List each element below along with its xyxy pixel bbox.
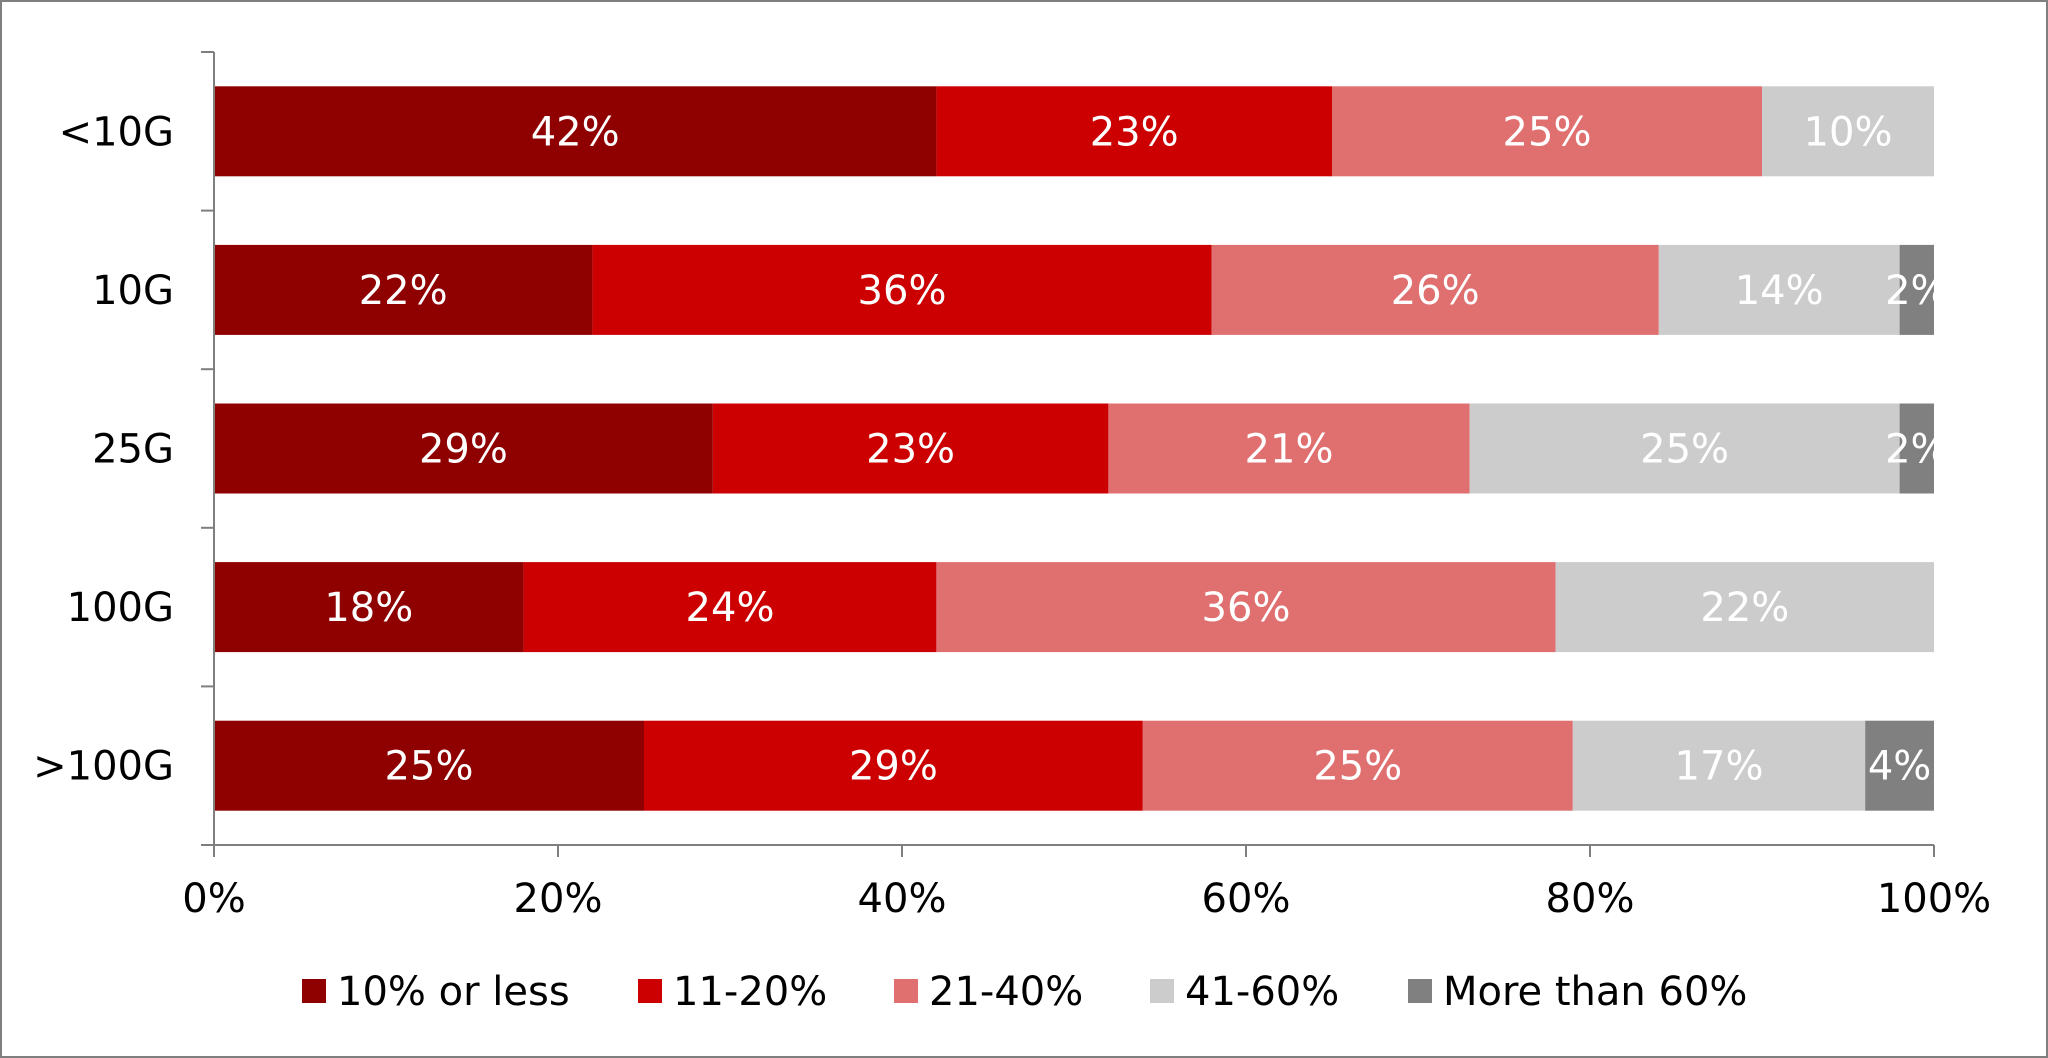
legend: 10% or less 11-20% 21-40% 41-60% More than 6… <box>302 969 1747 1015</box>
data-label-100g-21-40: 36% <box>1202 585 1291 631</box>
data-label-100g-10-or-less: 18% <box>324 585 413 631</box>
category-label-10g: <10G <box>59 109 174 155</box>
legend-swatch-11-20 <box>638 979 662 1003</box>
legend-label-41-60: 41-60% <box>1185 969 1339 1015</box>
data-label-10g-21-40: 26% <box>1391 268 1480 314</box>
data-label-25g-21-40: 21% <box>1245 427 1334 473</box>
legend-item-21-40: 21-40% <box>894 969 1083 1015</box>
data-label-10g-11-20: 36% <box>858 268 947 314</box>
data-label-10g-21-40: 25% <box>1503 109 1592 155</box>
legend-label-21-40: 21-40% <box>929 969 1083 1015</box>
bar-segment-10g-41-60 <box>1658 244 1900 335</box>
data-label-10g-41-60: 10% <box>1804 109 1893 155</box>
legend-swatch-21-40 <box>894 979 918 1003</box>
data-label-25g-11-20: 23% <box>866 427 955 473</box>
data-label-25g-41-60: 25% <box>1640 427 1729 473</box>
data-label-100g-41-60: 22% <box>1700 585 1789 631</box>
axes-group: <10G 10G 25G 100G >100G 0% 20% 40% 60% 80% 100% <box>33 51 1991 922</box>
legend-label-more-than-60: More than 60% <box>1443 969 1747 1015</box>
bar-segment-10g-41-60 <box>1762 86 1934 177</box>
category-label-10g: 10G <box>92 268 174 314</box>
x-tick-label-60: 60% <box>1202 876 1291 922</box>
legend-swatch-10-or-less <box>302 979 326 1003</box>
category-label-100g: >100G <box>33 744 174 790</box>
x-tick-label-80: 80% <box>1546 876 1635 922</box>
bar-segment-100g-21-40 <box>1142 720 1573 811</box>
data-label-100g-21-40: 25% <box>1313 744 1402 790</box>
bar-segment-100g-10-or-less <box>214 562 524 653</box>
legend-label-10-or-less: 10% or less <box>337 969 570 1015</box>
bars-group: 42% 23% 25% 10% 22% 36% 26% 14% 2% 29% 23% 21% 25% 2%… <box>214 86 1948 811</box>
bar-segment-100g-41-60 <box>1572 720 1866 811</box>
data-label-10g-10-or-less: 42% <box>531 109 620 155</box>
bar-segment-10g-21-40 <box>1332 86 1762 177</box>
x-tick-label-20: 20% <box>514 876 603 922</box>
data-label-100g-41-60: 17% <box>1675 744 1764 790</box>
data-label-100g-11-20: 29% <box>849 744 938 790</box>
x-tick-label-0: 0% <box>182 876 245 922</box>
bar-segment-10g-21-40 <box>1211 244 1659 335</box>
data-label-10g-41-60: 14% <box>1735 268 1824 314</box>
bar-segment-25g-10-or-less <box>214 403 713 494</box>
legend-swatch-more-than-60 <box>1408 979 1432 1003</box>
data-label-100g-10-or-less: 25% <box>385 744 474 790</box>
legend-label-11-20: 11-20% <box>673 969 827 1015</box>
x-tick-label-100: 100% <box>1877 876 1991 922</box>
legend-item-10-or-less: 10% or less <box>302 969 570 1015</box>
bar-row-25g: 29% 23% 21% 25% 2% <box>214 403 1948 494</box>
bar-segment-100g-21-40 <box>936 562 1556 653</box>
bar-segment-10g-11-20 <box>592 244 1212 335</box>
data-label-25g-more-than-60: 2% <box>1885 427 1948 473</box>
bar-segment-100g-more-than-60 <box>1865 720 1934 811</box>
bar-segment-10g-more-than-60 <box>1899 244 1934 335</box>
legend-item-11-20: 11-20% <box>638 969 827 1015</box>
data-label-10g-10-or-less: 22% <box>359 268 448 314</box>
bar-row-100g: 25% 29% 25% 17% 4% <box>214 720 1934 811</box>
bar-segment-100g-11-20 <box>644 720 1143 811</box>
legend-item-more-than-60: More than 60% <box>1408 969 1747 1015</box>
category-label-25g: 25G <box>92 427 174 473</box>
bar-segment-25g-21-40 <box>1108 403 1470 494</box>
bar-row-100g: 18% 24% 36% 22% <box>214 562 1934 653</box>
bar-segment-25g-41-60 <box>1469 403 1900 494</box>
bar-segment-100g-11-20 <box>523 562 937 653</box>
category-label-100g: 100G <box>67 585 174 631</box>
data-label-100g-11-20: 24% <box>686 585 775 631</box>
legend-swatch-41-60 <box>1150 979 1174 1003</box>
bar-segment-25g-11-20 <box>712 403 1109 494</box>
data-label-10g-11-20: 23% <box>1090 109 1179 155</box>
bar-row-10g: 22% 36% 26% 14% 2% <box>214 244 1948 335</box>
bar-segment-10g-10-or-less <box>214 86 937 177</box>
data-label-25g-10-or-less: 29% <box>419 427 508 473</box>
bar-segment-100g-41-60 <box>1555 562 1934 653</box>
bar-segment-25g-more-than-60 <box>1899 403 1934 494</box>
data-label-10g-more-than-60: 2% <box>1885 268 1948 314</box>
bar-row-10g: 42% 23% 25% 10% <box>214 86 1934 177</box>
bar-segment-10g-10-or-less <box>214 244 593 335</box>
data-label-100g-more-than-60: 4% <box>1868 744 1931 790</box>
x-tick-label-40: 40% <box>858 876 947 922</box>
bar-segment-100g-10-or-less <box>214 720 644 811</box>
bar-segment-10g-11-20 <box>936 86 1332 177</box>
legend-item-41-60: 41-60% <box>1150 969 1339 1015</box>
